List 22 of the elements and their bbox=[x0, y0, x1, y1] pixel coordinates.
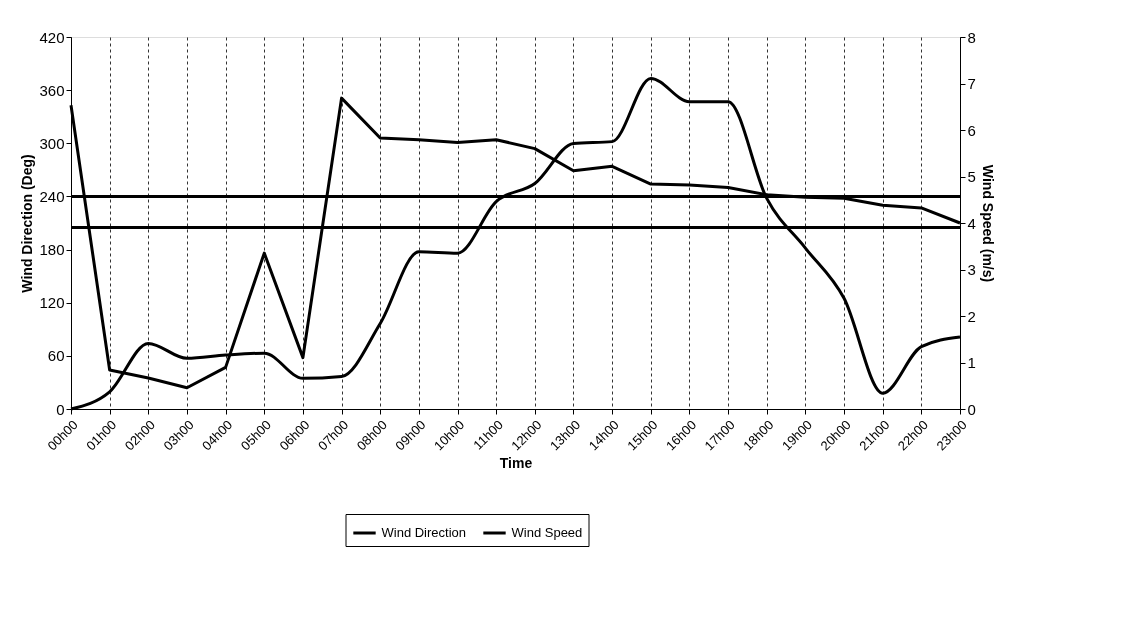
y2-tick-label: 6 bbox=[967, 121, 976, 139]
y-axis-title: Wind Direction (Deg) bbox=[19, 154, 36, 293]
y2-tick-label: 0 bbox=[967, 400, 976, 418]
x-axis-title: Time bbox=[499, 455, 533, 472]
y-tick-label: 240 bbox=[39, 187, 65, 205]
y-tick-label: 300 bbox=[39, 134, 65, 152]
y-tick-label: 0 bbox=[56, 400, 65, 418]
y2-tick-label: 3 bbox=[967, 261, 976, 278]
y-tick-label: 120 bbox=[39, 294, 65, 312]
y2-tick-label: 8 bbox=[967, 28, 976, 46]
y2-tick-label: 5 bbox=[967, 168, 976, 185]
y2-tick-label: 2 bbox=[967, 307, 976, 325]
y-tick-label: 180 bbox=[39, 241, 65, 259]
legend-label: Wind Speed bbox=[511, 525, 583, 540]
y2-tick-label: 1 bbox=[967, 354, 976, 371]
legend-label: Wind Direction bbox=[381, 525, 467, 540]
y-tick-label: 360 bbox=[39, 81, 65, 99]
y-tick-label: 420 bbox=[39, 28, 65, 46]
y2-tick-label: 4 bbox=[967, 214, 976, 232]
y2-axis-title: Wind Speed (m/s) bbox=[979, 164, 996, 283]
y2-tick-label: 7 bbox=[967, 75, 976, 92]
y-tick-label: 60 bbox=[47, 347, 65, 365]
